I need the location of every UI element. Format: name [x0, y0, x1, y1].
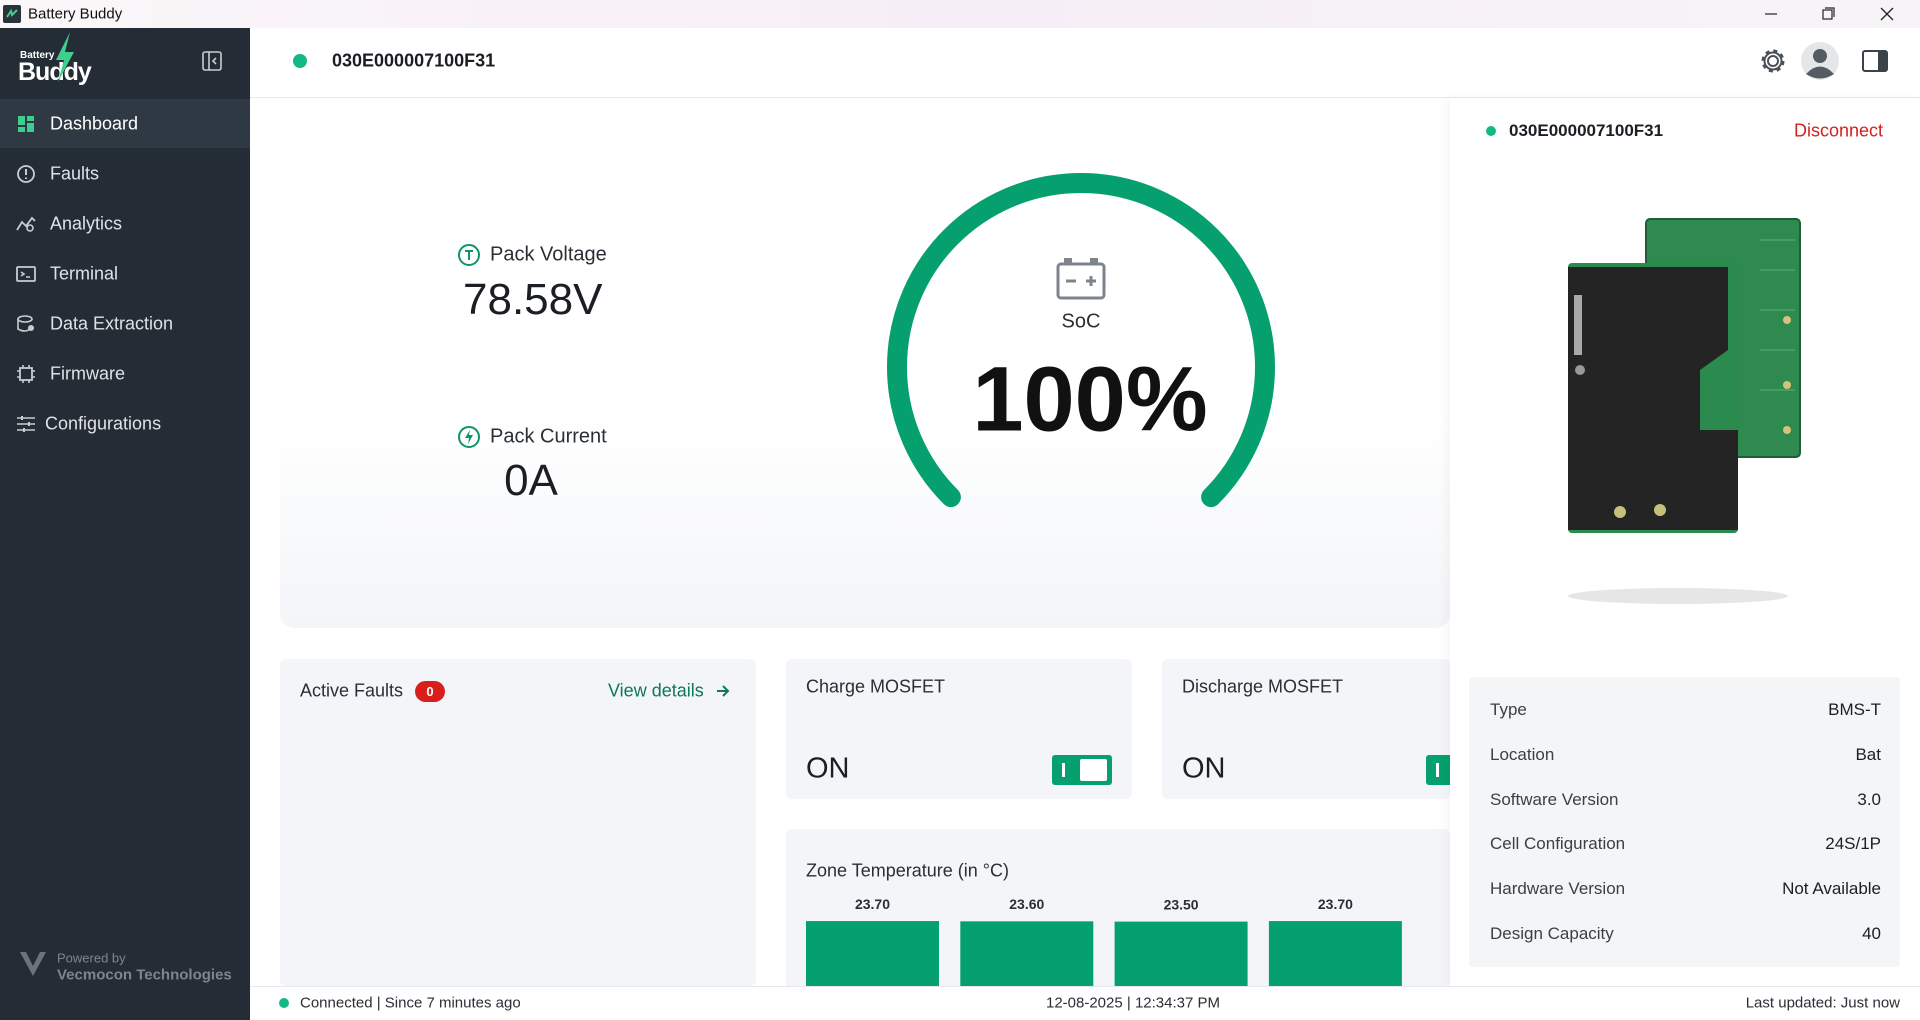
- footer-line2: Vecmocon Technologies: [57, 966, 232, 984]
- nav-active-bg: [0, 99, 250, 148]
- current-value: 0A: [504, 456, 558, 505]
- nav-icon: [17, 416, 35, 432]
- arrow-icon[interactable]: [715, 683, 731, 699]
- charge-title: Charge MOSFET: [806, 676, 946, 697]
- logo-top: Battery: [20, 50, 55, 61]
- datetime: 12-08-2025 | 12:34:37 PM: [1045, 994, 1221, 1012]
- connection-status: Connected | Since 7 minutes ago: [300, 994, 521, 1012]
- temperature-card: [786, 829, 1450, 986]
- collapse-button[interactable]: [202, 51, 222, 71]
- info-value: 40: [1862, 924, 1881, 943]
- nav-icon: [17, 315, 34, 332]
- footer-line1: Powered by: [57, 950, 126, 966]
- window-title: Battery Buddy: [28, 5, 123, 23]
- nav-item[interactable]: Terminal: [50, 263, 119, 284]
- settings-button[interactable]: [1759, 47, 1787, 75]
- device-id: 030E000007100F31: [332, 50, 496, 71]
- nav-icon: [18, 116, 34, 132]
- info-value: Bat: [1855, 744, 1881, 764]
- info-label: Type: [1490, 700, 1527, 719]
- nav-item[interactable]: Dashboard: [50, 113, 139, 134]
- faults-count: 0: [415, 681, 445, 702]
- current-label: Pack Current: [490, 425, 607, 448]
- discharge-card: [1162, 659, 1450, 799]
- nav-item[interactable]: Firmware: [50, 363, 125, 384]
- disconnect-button[interactable]: Disconnect: [1793, 120, 1883, 141]
- voltage-label: Pack Voltage: [490, 243, 607, 266]
- info-label: Design Capacity: [1490, 924, 1614, 943]
- info-value: Not Available: [1782, 879, 1881, 899]
- device-image: [1568, 218, 1801, 604]
- nav-icon: [17, 365, 35, 383]
- window-controls[interactable]: [1755, 0, 1915, 28]
- nav-icon: [17, 165, 35, 183]
- view-details-link[interactable]: View details: [608, 680, 704, 701]
- discharge-state: ON: [1182, 752, 1226, 785]
- panel-device-id: 030E000007100F31: [1509, 121, 1664, 140]
- logo-bolt: [56, 32, 74, 82]
- user-avatar[interactable]: [1800, 41, 1840, 81]
- last-updated: Last updated: Just now: [1745, 994, 1900, 1012]
- nav-item[interactable]: Configurations: [45, 413, 162, 434]
- info-label: Cell Configuration: [1490, 834, 1626, 854]
- title-bar: [0, 0, 1920, 28]
- info-label: Location: [1490, 744, 1555, 764]
- nav-item[interactable]: Data Extraction: [50, 313, 174, 334]
- sidebar: [0, 28, 250, 1020]
- info-label: Software Version: [1490, 789, 1619, 809]
- faults-title: Active Faults: [300, 680, 404, 701]
- info-value: 24S/1P: [1825, 834, 1881, 854]
- charge-state: ON: [806, 752, 850, 785]
- info-value: 3.0: [1857, 789, 1881, 809]
- panel-toggle[interactable]: [1862, 50, 1888, 72]
- voltage-icon: [458, 244, 480, 266]
- connection-dot: [279, 998, 289, 1008]
- logo-main: Buddy: [18, 58, 92, 86]
- voltage-value: 78.58V: [463, 275, 603, 324]
- metrics-card: [280, 98, 1450, 628]
- info-label: Hardware Version: [1490, 879, 1626, 899]
- nav-item[interactable]: Faults: [50, 163, 100, 184]
- nav-item[interactable]: Analytics: [50, 213, 123, 234]
- info-card: [1469, 677, 1900, 967]
- status-dot: [293, 54, 307, 68]
- info-value: BMS-T: [1828, 700, 1881, 719]
- current-icon: [458, 426, 480, 448]
- nav-icon: [16, 216, 36, 232]
- temperature-title: Zone Temperature (in °C): [806, 860, 1009, 881]
- panel-status-dot: [1486, 126, 1496, 136]
- vendor-logo: [20, 952, 46, 976]
- status-bar: [250, 986, 1920, 1020]
- nav-icon: [16, 266, 36, 282]
- app-icon: [3, 5, 21, 23]
- discharge-title: Discharge MOSFET: [1182, 676, 1344, 697]
- faults-card: [280, 659, 756, 986]
- header-border: [250, 97, 1920, 98]
- charge-toggle[interactable]: [1052, 755, 1112, 785]
- discharge-toggle[interactable]: [1426, 755, 1450, 785]
